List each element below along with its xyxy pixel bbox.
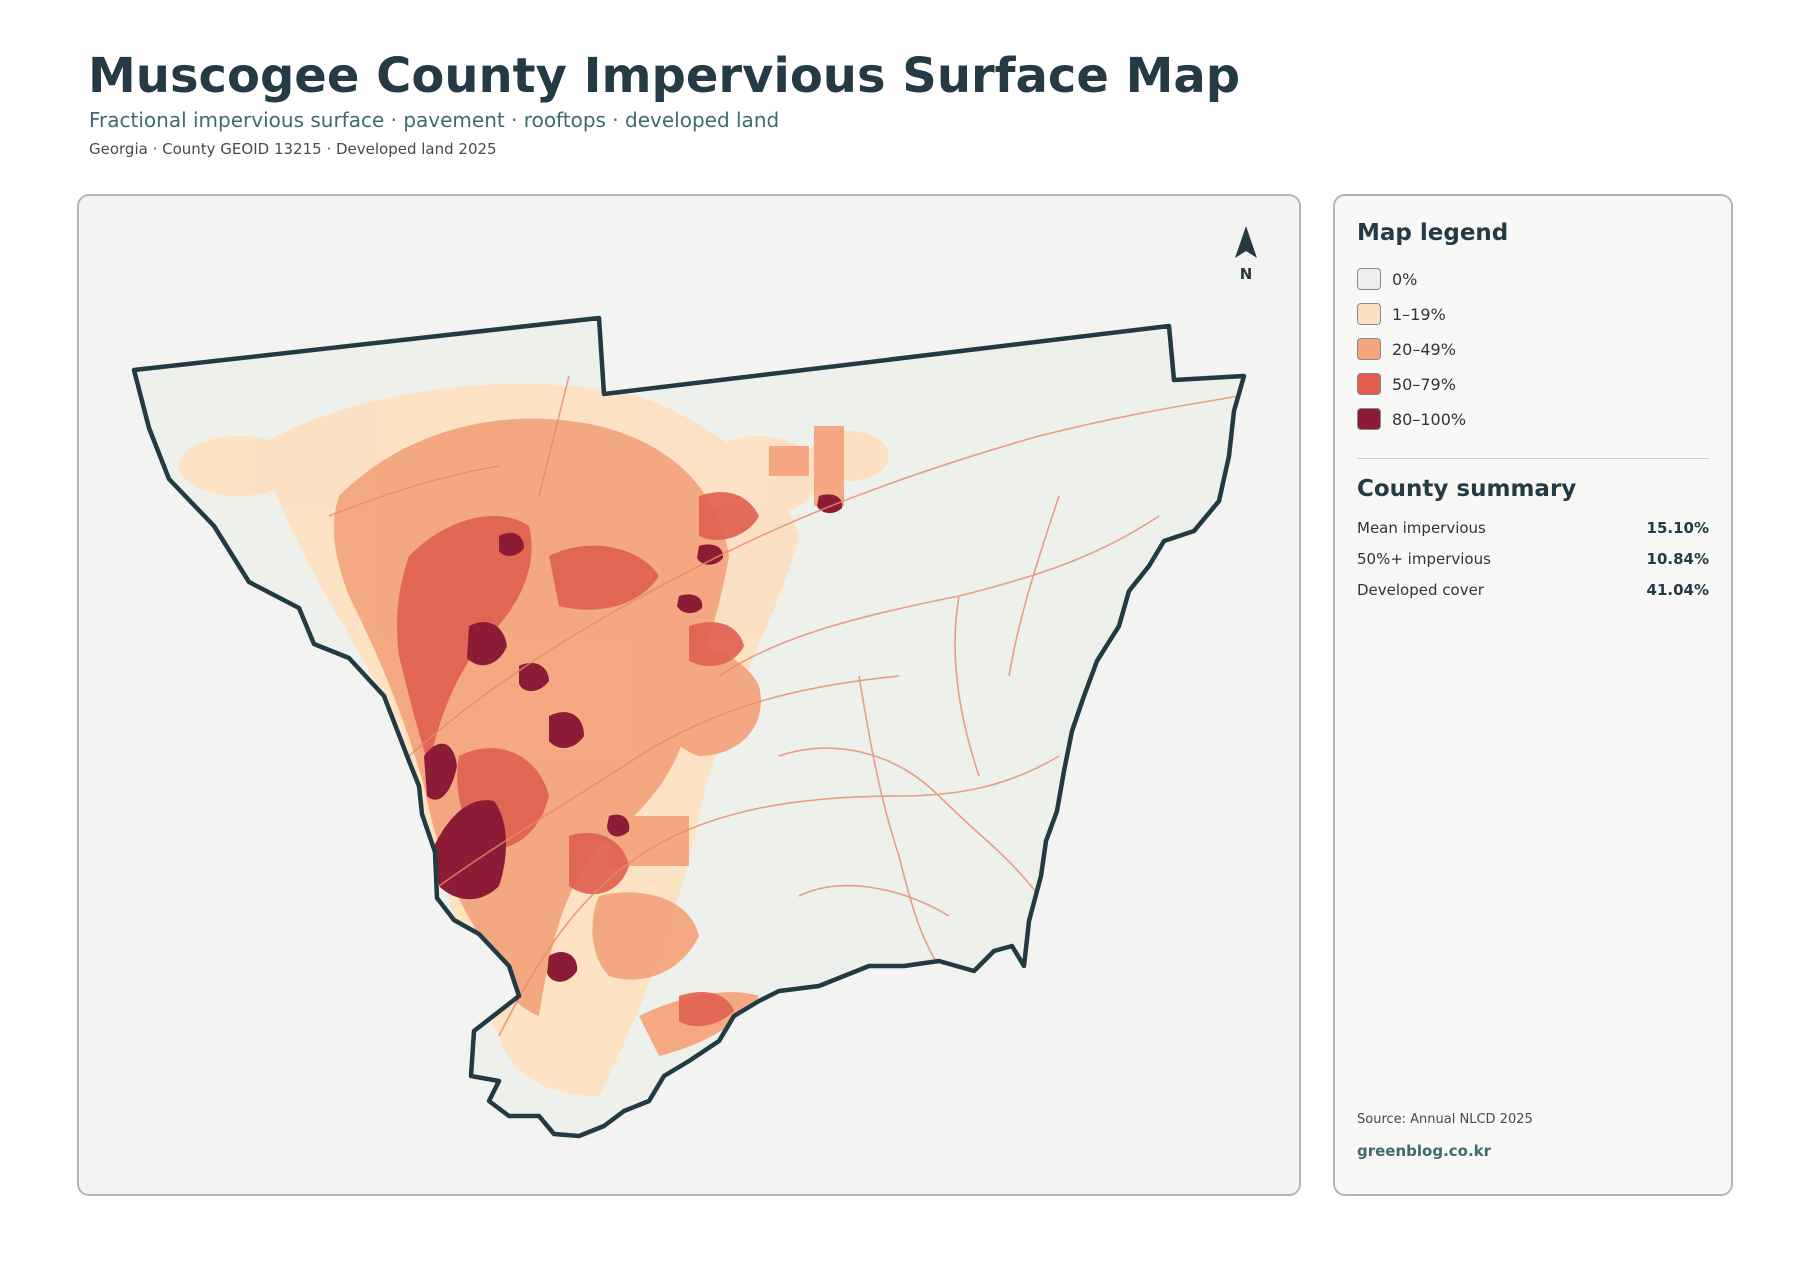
- impervious-raster: [179, 375, 1240, 1096]
- map-canvas[interactable]: N: [79, 196, 1301, 1196]
- stat-row-50plus: 50%+ impervious 10.84%: [1357, 550, 1709, 568]
- impervious-class-50-79: [397, 492, 759, 1027]
- legend-divider: [1357, 458, 1709, 459]
- stat-row-developed: Developed cover 41.04%: [1357, 581, 1709, 599]
- stat-row-mean: Mean impervious 15.10%: [1357, 519, 1709, 537]
- legend-label: 80–100%: [1392, 409, 1467, 429]
- legend-swatch: [1357, 268, 1381, 290]
- legend-swatch: [1357, 373, 1381, 395]
- legend-swatch: [1357, 303, 1381, 325]
- site-link[interactable]: greenblog.co.kr: [1357, 1142, 1492, 1160]
- north-arrow: N: [1235, 226, 1257, 283]
- legend-item-1: 1–19%: [1357, 301, 1446, 327]
- legend-label: 20–49%: [1392, 339, 1456, 359]
- stat-value: 10.84%: [1646, 550, 1709, 568]
- legend-panel: Map legend 0% 1–19% 20–49% 50–79% 80–100…: [1333, 194, 1733, 1196]
- page-meta: Georgia · County GEOID 13215 · Developed…: [89, 140, 497, 158]
- county-boundary: [131, 315, 1247, 1139]
- legend-label: 1–19%: [1392, 304, 1446, 324]
- north-label: N: [1240, 265, 1253, 283]
- legend-item-3: 50–79%: [1357, 371, 1456, 397]
- stat-value: 15.10%: [1646, 519, 1709, 537]
- stat-value: 41.04%: [1646, 581, 1709, 599]
- legend-swatch: [1357, 338, 1381, 360]
- legend-title: Map legend: [1357, 220, 1509, 246]
- page-title: Muscogee County Impervious Surface Map: [88, 48, 1241, 104]
- stat-label: Developed cover: [1357, 581, 1484, 599]
- road-network: [328, 375, 1240, 1037]
- stat-label: Mean impervious: [1357, 519, 1486, 537]
- source-note: Source: Annual NLCD 2025: [1357, 1112, 1533, 1127]
- north-arrow-icon: [1235, 226, 1257, 258]
- legend-item-2: 20–49%: [1357, 336, 1456, 362]
- legend-label: 0%: [1392, 269, 1418, 289]
- stat-label: 50%+ impervious: [1357, 550, 1491, 568]
- page-subtitle: Fractional impervious surface · pavement…: [89, 108, 780, 132]
- map-panel[interactable]: N: [77, 194, 1301, 1196]
- legend-item-0: 0%: [1357, 266, 1417, 292]
- summary-title: County summary: [1357, 476, 1577, 502]
- legend-swatch: [1357, 408, 1381, 430]
- impervious-class-80-100: [424, 494, 843, 982]
- legend-item-4: 80–100%: [1357, 406, 1466, 432]
- legend-label: 50–79%: [1392, 374, 1456, 394]
